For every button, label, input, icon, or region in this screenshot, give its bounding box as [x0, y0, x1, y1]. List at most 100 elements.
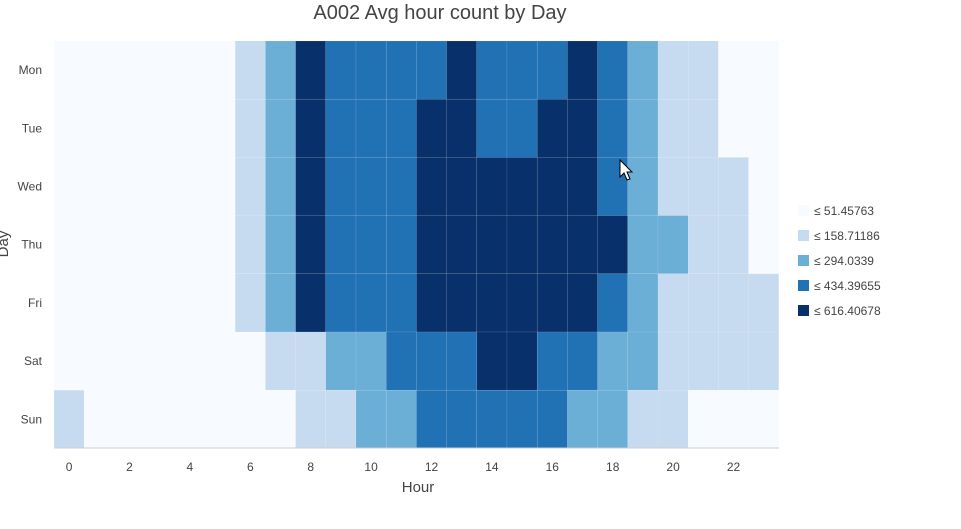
heatmap-cell-mon-7 — [265, 40, 296, 100]
heatmap-cell-sun-23 — [748, 389, 780, 449]
heatmap-cell-sat-5 — [204, 331, 236, 391]
y-axis-title: Day — [0, 230, 12, 257]
heatmap-cell-fri-19 — [627, 273, 659, 333]
heatmap-cell-sun-18 — [597, 389, 629, 449]
heatmap-cell-mon-23 — [748, 40, 780, 100]
heatmap-cell-mon-4 — [174, 40, 206, 100]
legend-label: ≤ 158.71186 — [814, 229, 880, 243]
y-tick-label: Mon — [19, 63, 42, 77]
x-tick-label: 4 — [187, 460, 194, 474]
heatmap-cell-mon-15 — [506, 40, 538, 100]
heatmap-cell-sat-4 — [174, 331, 206, 391]
heatmap-cell-thu-22 — [718, 215, 749, 275]
heatmap-cell-tue-20 — [657, 98, 689, 158]
heatmap-cell-fri-10 — [355, 273, 387, 333]
heatmap-cell-fri-11 — [385, 273, 417, 333]
x-tick-label: 2 — [126, 460, 133, 474]
heatmap-cell-tue-16 — [536, 98, 568, 158]
heatmap-cell-sat-7 — [265, 331, 296, 391]
heatmap-cell-mon-17 — [567, 40, 598, 100]
heatmap-cell-sun-20 — [657, 389, 689, 449]
heatmap-cell-fri-21 — [687, 273, 719, 333]
heatmap-cell-tue-3 — [144, 98, 176, 158]
heatmap-cell-thu-23 — [748, 215, 780, 275]
heatmap-cell-sat-16 — [536, 331, 568, 391]
heatmap-cell-fri-2 — [114, 273, 145, 333]
heatmap-cell-thu-2 — [114, 215, 145, 275]
heatmap-cell-mon-3 — [144, 40, 176, 100]
y-tick-label: Sat — [24, 354, 43, 368]
heatmap-cell-sun-16 — [536, 389, 568, 449]
heatmap-cell-thu-14 — [476, 215, 508, 275]
heatmap-cell-sat-17 — [567, 331, 598, 391]
heatmap-cell-tue-5 — [204, 98, 236, 158]
heatmap-cell-fri-15 — [506, 273, 538, 333]
heatmap-cell-sat-9 — [325, 331, 357, 391]
heatmap-cell-tue-11 — [385, 98, 417, 158]
heatmap-cell-sun-0 — [53, 389, 85, 449]
heatmap-cell-fri-5 — [204, 273, 236, 333]
heatmap-cell-fri-9 — [325, 273, 357, 333]
heatmap-cell-wed-7 — [265, 157, 296, 216]
y-tick-label: Wed — [18, 180, 42, 194]
heatmap-cell-tue-21 — [687, 98, 719, 158]
heatmap-cell-sat-11 — [385, 331, 417, 391]
heatmap-cell-wed-20 — [657, 157, 689, 216]
x-tick-label: 10 — [364, 460, 378, 474]
heatmap-cell-tue-2 — [114, 98, 145, 158]
heatmap-cell-mon-5 — [204, 40, 236, 100]
y-tick-labels: Mon Tue Wed Thu Fri Sat Sun — [18, 63, 43, 426]
heatmap-cell-sat-6 — [234, 331, 266, 391]
heatmap-cell-mon-19 — [627, 40, 659, 100]
heatmap-cell-mon-12 — [416, 40, 447, 100]
heatmap-cell-sat-0 — [53, 331, 85, 391]
legend-label: ≤ 434.39655 — [814, 279, 881, 293]
heatmap-cell-mon-21 — [687, 40, 719, 100]
heatmap-cell-mon-8 — [295, 40, 327, 100]
heatmap-cell-thu-5 — [204, 215, 236, 275]
heatmap-cell-sat-12 — [416, 331, 447, 391]
heatmap-cell-fri-17 — [567, 273, 598, 333]
heatmap-cell-sun-12 — [416, 389, 447, 449]
heatmap-cell-sat-18 — [597, 331, 629, 391]
heatmap-cell-wed-12 — [416, 157, 447, 216]
heatmap-cell-sat-8 — [295, 331, 327, 391]
heatmap-cell-thu-19 — [627, 215, 659, 275]
heatmap-cell-wed-9 — [325, 157, 357, 216]
x-tick-labels: 0 2 4 6 8 10 12 14 16 18 20 22 — [66, 460, 741, 474]
heatmap-cell-fri-16 — [536, 273, 568, 333]
legend-swatch — [798, 280, 809, 291]
heatmap-cell-thu-3 — [144, 215, 176, 275]
heatmap-cell-sun-7 — [265, 389, 296, 449]
heatmap-cell-thu-0 — [53, 215, 85, 275]
legend-swatch — [798, 230, 809, 241]
x-axis-title: Hour — [402, 479, 435, 496]
heatmap-cell-wed-22 — [718, 157, 749, 216]
legend-swatch — [798, 305, 809, 316]
heatmap-cell-mon-9 — [325, 40, 357, 100]
x-tick-label: 22 — [727, 460, 741, 474]
heatmap-cell-sat-22 — [718, 331, 749, 391]
heatmap-cell-sun-21 — [687, 389, 719, 449]
heatmap-cell-thu-17 — [567, 215, 598, 275]
heatmap-cell-sat-10 — [355, 331, 387, 391]
heatmap-cell-mon-10 — [355, 40, 387, 100]
heatmap-cell-thu-8 — [295, 215, 327, 275]
heatmap-cell-wed-17 — [567, 157, 598, 216]
heatmap-cell-fri-8 — [295, 273, 327, 333]
heatmap-cell-fri-18 — [597, 273, 629, 333]
y-tick-label: Sun — [21, 412, 42, 426]
heatmap-cell-thu-18 — [597, 215, 629, 275]
heatmap-cell-mon-20 — [657, 40, 689, 100]
heatmap-cell-tue-12 — [416, 98, 447, 158]
heatmap-cell-sat-15 — [506, 331, 538, 391]
x-tick-label: 6 — [247, 460, 254, 474]
heatmap-cell-thu-10 — [355, 215, 387, 275]
heatmap-cell-mon-13 — [446, 40, 478, 100]
heatmap-cell-thu-11 — [385, 215, 417, 275]
heatmap-cell-tue-19 — [627, 98, 659, 158]
legend-swatch — [798, 255, 809, 266]
heatmap-cell-tue-8 — [295, 98, 327, 158]
heatmap-cell-sat-2 — [114, 331, 145, 391]
legend-label: ≤ 294.0339 — [814, 254, 874, 268]
